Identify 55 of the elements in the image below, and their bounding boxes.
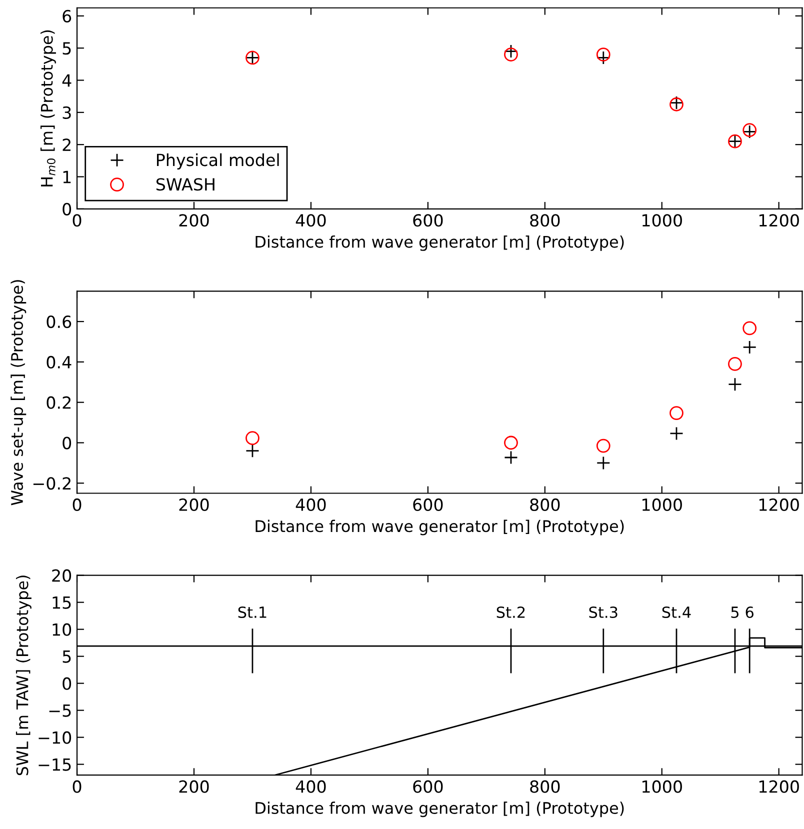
x-tick-label: 600 <box>413 780 443 793</box>
x-axis-title: Distance from wave generator [m] (Prototype) <box>256 802 624 818</box>
series-label: St.1 <box>238 606 266 618</box>
y-tick-label: 1 <box>63 170 71 184</box>
y-tick-label: 2 <box>62 138 70 151</box>
series-label: St.3 <box>589 606 618 618</box>
x-tick-label: 0 <box>72 498 82 512</box>
y-tick-label: 20 <box>52 569 72 582</box>
x-tick-label: 400 <box>296 780 326 793</box>
series-label: St.2 <box>496 606 525 618</box>
x-tick-label: 200 <box>179 498 209 512</box>
x-tick-label: 400 <box>296 214 326 227</box>
series-label: St.4 <box>662 606 691 618</box>
x-tick-label: 200 <box>179 214 209 227</box>
y-tick-label: 4 <box>62 74 72 87</box>
x-tick-label: 1200 <box>759 780 799 793</box>
legend-label: Physical model <box>156 153 279 170</box>
x-tick-label: 400 <box>296 498 326 512</box>
y-tick-label: 5 <box>62 42 71 55</box>
y-axis-title: SWL [m TAW] (Prototype) <box>16 576 32 776</box>
x-tick-label: 0 <box>72 214 82 227</box>
y-tick-label: −5 <box>49 704 71 717</box>
x-tick-label: 1000 <box>642 498 682 512</box>
x-axis-title: Distance from wave generator [m] (Prototype) <box>256 235 624 251</box>
y-tick-label: −15 <box>38 758 71 771</box>
x-tick-label: 800 <box>530 780 560 793</box>
y-tick-label: 0 <box>62 202 72 216</box>
x-tick-label: 1200 <box>759 214 799 227</box>
y-tick-label: 0 <box>62 436 72 450</box>
x-tick-label: 1200 <box>759 498 799 512</box>
x-tick-label: 0 <box>72 780 82 793</box>
y-tick-label: 5 <box>62 650 71 663</box>
x-tick-label: 1000 <box>642 214 682 227</box>
y-tick-label: 0 <box>62 677 72 690</box>
y-axis-title: H$_{m0}$ [m] (Prototype) <box>40 30 56 186</box>
x-tick-label: 1000 <box>642 780 682 793</box>
y-tick-label: −0.2 <box>33 477 70 490</box>
y-tick-label: −10 <box>38 731 72 744</box>
y-tick-label: 0.4 <box>46 356 72 369</box>
y-axis-title: Wave set-up [m] (Prototype) <box>10 280 26 506</box>
series-label: 5 <box>731 606 738 618</box>
x-tick-label: 600 <box>413 498 443 512</box>
x-tick-label: 600 <box>413 214 443 227</box>
x-tick-label: 800 <box>530 214 560 227</box>
y-tick-label: 0.6 <box>46 315 72 328</box>
series-label: 6 <box>746 606 754 618</box>
x-tick-label: 200 <box>179 780 209 793</box>
y-tick-label: 6 <box>62 10 72 22</box>
y-tick-label: 15 <box>52 596 71 609</box>
y-tick-label: 3 <box>62 106 71 119</box>
x-axis-title: Distance from wave generator [m] (Prototype) <box>256 520 624 536</box>
legend-label: SWASH <box>156 178 214 191</box>
x-tick-label: 800 <box>530 498 560 512</box>
y-tick-label: 0.2 <box>46 396 70 409</box>
y-tick-label: 10 <box>52 623 72 636</box>
